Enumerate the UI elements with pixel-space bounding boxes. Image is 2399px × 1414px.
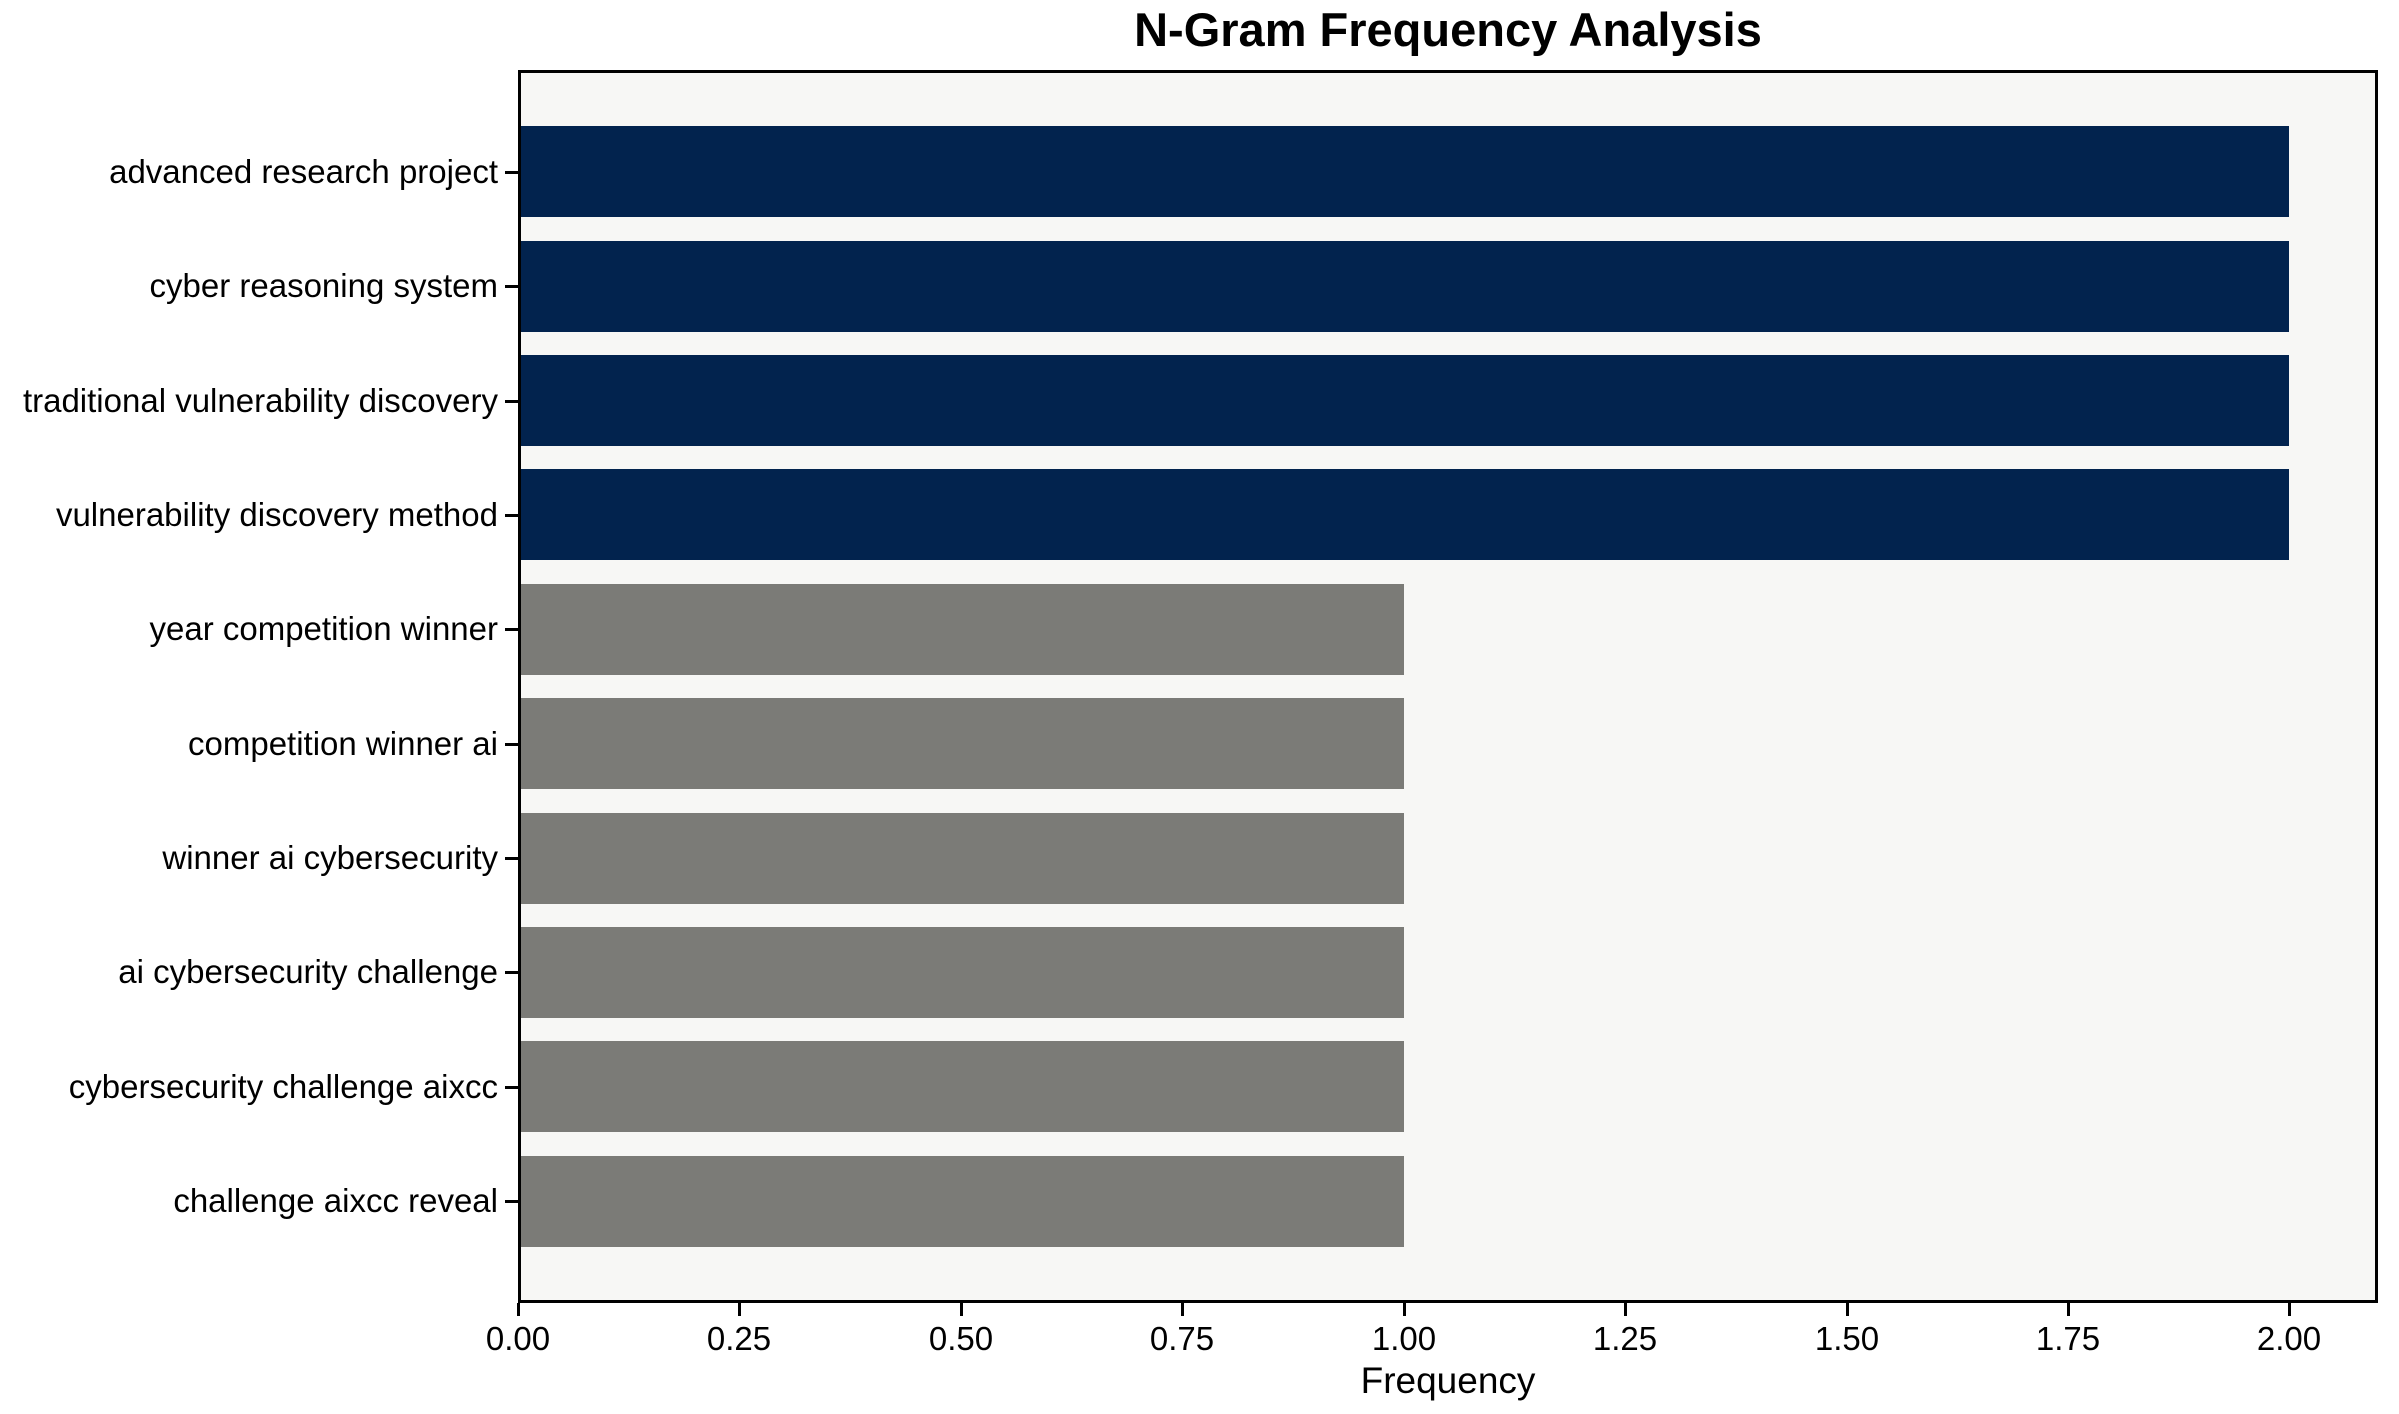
x-tick-label: 0.75 <box>1149 1320 1215 1357</box>
x-tick-label: 2.00 <box>2256 1320 2322 1357</box>
x-tick-label: 1.25 <box>1592 1320 1658 1357</box>
y-tick-mark <box>505 1200 518 1203</box>
y-tick-mark <box>505 285 518 288</box>
x-tick-label: 1.75 <box>2035 1320 2101 1357</box>
y-tick-label: traditional vulnerability discovery <box>22 382 498 419</box>
bar <box>521 927 1404 1018</box>
y-tick-mark <box>505 628 518 631</box>
x-tick-label: 0.25 <box>706 1320 772 1357</box>
x-tick-mark <box>1181 1303 1184 1316</box>
bar <box>521 355 2289 446</box>
x-tick-mark <box>2067 1303 2070 1316</box>
bar <box>521 584 1404 675</box>
x-tick-label: 0.50 <box>928 1320 994 1357</box>
y-tick-mark <box>505 857 518 860</box>
y-tick-label: winner ai cybersecurity <box>162 839 498 876</box>
chart-title: N-Gram Frequency Analysis <box>1134 3 1762 56</box>
y-tick-label: competition winner ai <box>188 725 498 762</box>
y-tick-mark <box>505 743 518 746</box>
y-tick-label: vulnerability discovery method <box>55 496 498 533</box>
x-tick-mark <box>1846 1303 1849 1316</box>
y-tick-label: year competition winner <box>149 610 499 647</box>
x-tick-label: 1.50 <box>1814 1320 1880 1357</box>
y-tick-label: challenge aixcc reveal <box>173 1182 498 1219</box>
x-tick-mark <box>738 1303 741 1316</box>
bar <box>521 469 2289 560</box>
x-tick-mark <box>1403 1303 1406 1316</box>
x-tick-label: 0.00 <box>485 1320 551 1357</box>
y-tick-label: ai cybersecurity challenge <box>118 953 498 990</box>
x-tick-mark <box>960 1303 963 1316</box>
y-tick-mark <box>505 1086 518 1089</box>
x-tick-mark <box>1624 1303 1627 1316</box>
x-tick-mark <box>2288 1303 2291 1316</box>
y-tick-label: cybersecurity challenge aixcc <box>68 1068 498 1105</box>
x-axis-title: Frequency <box>1360 1360 1536 1401</box>
y-tick-label: advanced research project <box>109 153 498 190</box>
bar <box>521 698 1404 789</box>
bar <box>521 1156 1404 1247</box>
bar <box>521 1041 1404 1132</box>
y-tick-mark <box>505 400 518 403</box>
bar <box>521 813 1404 904</box>
y-tick-mark <box>505 171 518 174</box>
bar <box>521 126 2289 217</box>
y-tick-mark <box>505 514 518 517</box>
x-tick-mark <box>517 1303 520 1316</box>
bar <box>521 241 2289 332</box>
x-tick-label: 1.00 <box>1371 1320 1437 1357</box>
y-tick-mark <box>505 971 518 974</box>
y-tick-label: cyber reasoning system <box>149 267 498 304</box>
